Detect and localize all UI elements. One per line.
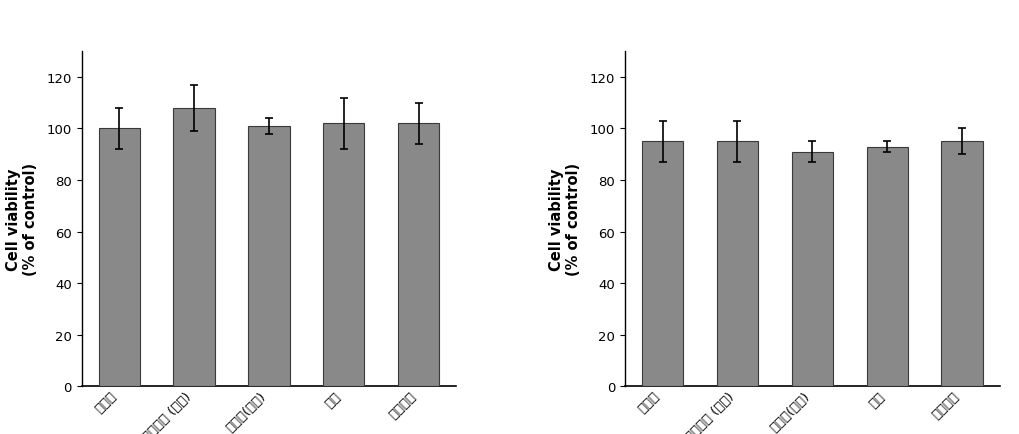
Bar [173, 108, 214, 386]
Bar [641, 142, 683, 386]
Bar [323, 124, 364, 386]
Bar [397, 124, 439, 386]
Bar [866, 147, 907, 386]
Bar [248, 127, 289, 386]
Bar [941, 142, 981, 386]
Y-axis label: Cell viability
(% of control): Cell viability (% of control) [6, 163, 38, 276]
Y-axis label: Cell viability
(% of control): Cell viability (% of control) [548, 163, 581, 276]
Bar [716, 142, 757, 386]
Bar [99, 129, 140, 386]
Bar [791, 152, 833, 386]
